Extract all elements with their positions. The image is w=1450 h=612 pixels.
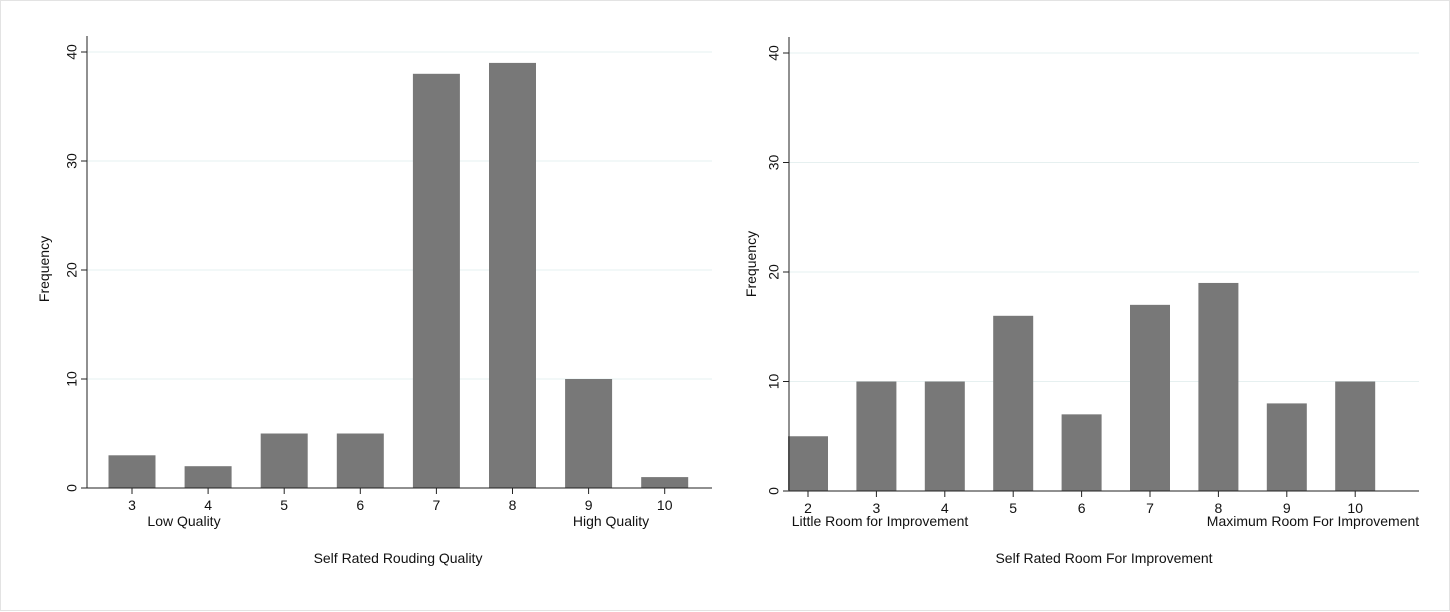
low-anchor-label: Low Quality — [147, 513, 220, 529]
y-tick-label: 10 — [766, 374, 782, 390]
y-tick-label: 20 — [64, 262, 80, 278]
x-tick-label: 4 — [941, 500, 949, 516]
bar — [336, 433, 384, 488]
x-tick-label: 8 — [509, 497, 517, 513]
y-tick-label: 20 — [766, 264, 782, 280]
y-tick-label: 0 — [766, 487, 782, 495]
bar — [412, 73, 460, 489]
x-tick-label: 7 — [1146, 500, 1154, 516]
bar — [1130, 304, 1170, 491]
chart-left: 0 10 20 30 40 3 4 5 6 7 8 9 10 Low Quality High Qualit… — [36, 36, 712, 566]
bar — [565, 379, 613, 488]
y-tick-label: 30 — [766, 155, 782, 171]
bar — [1198, 282, 1239, 491]
x-tick-label: 7 — [433, 497, 441, 513]
x-tick-label: 5 — [280, 497, 288, 513]
x-tick-label: 8 — [1215, 500, 1223, 516]
y-tick-label: 10 — [64, 371, 80, 387]
x-tick-label: 6 — [1078, 500, 1086, 516]
y-tick-label: 30 — [64, 153, 80, 169]
bar — [1266, 403, 1307, 491]
x-tick-label: 6 — [356, 497, 364, 513]
y-axis-title: Frequency — [743, 231, 759, 297]
x-axis-title: Self Rated Rouding Quality — [314, 550, 483, 566]
bar — [993, 315, 1034, 491]
x-tick-label: 10 — [1347, 500, 1363, 516]
x-tick-label: 3 — [128, 497, 136, 513]
x-tick-label: 4 — [204, 497, 212, 513]
y-tick-label: 40 — [766, 45, 782, 61]
y-tick-label: 40 — [64, 44, 80, 60]
high-anchor-label: High Quality — [573, 513, 649, 529]
bar — [260, 433, 308, 488]
bar — [184, 466, 232, 488]
bar — [1335, 381, 1376, 491]
x-tick-label: 2 — [804, 500, 812, 516]
x-tick-label: 9 — [1283, 500, 1291, 516]
bar — [788, 436, 828, 491]
bar — [924, 381, 965, 491]
x-tick-label: 10 — [657, 497, 673, 513]
y-tick-label: 0 — [64, 484, 80, 492]
bar — [489, 62, 536, 489]
bar — [641, 477, 689, 488]
low-anchor-label: Little Room for Improvement — [792, 513, 969, 529]
x-tick-label: 9 — [585, 497, 593, 513]
x-tick-label: 5 — [1009, 500, 1017, 516]
y-axis-title: Frequency — [36, 236, 52, 302]
bar — [856, 381, 897, 491]
high-anchor-label: Maximum Room For Improvement — [1207, 513, 1419, 529]
bar — [108, 455, 156, 488]
x-tick-label: 3 — [873, 500, 881, 516]
bar — [1061, 414, 1102, 491]
x-axis-title: Self Rated Room For Improvement — [995, 550, 1212, 566]
chart-right: 0 10 20 30 40 2 3 4 5 6 7 8 9 10 Little Room for Impro… — [743, 37, 1419, 566]
